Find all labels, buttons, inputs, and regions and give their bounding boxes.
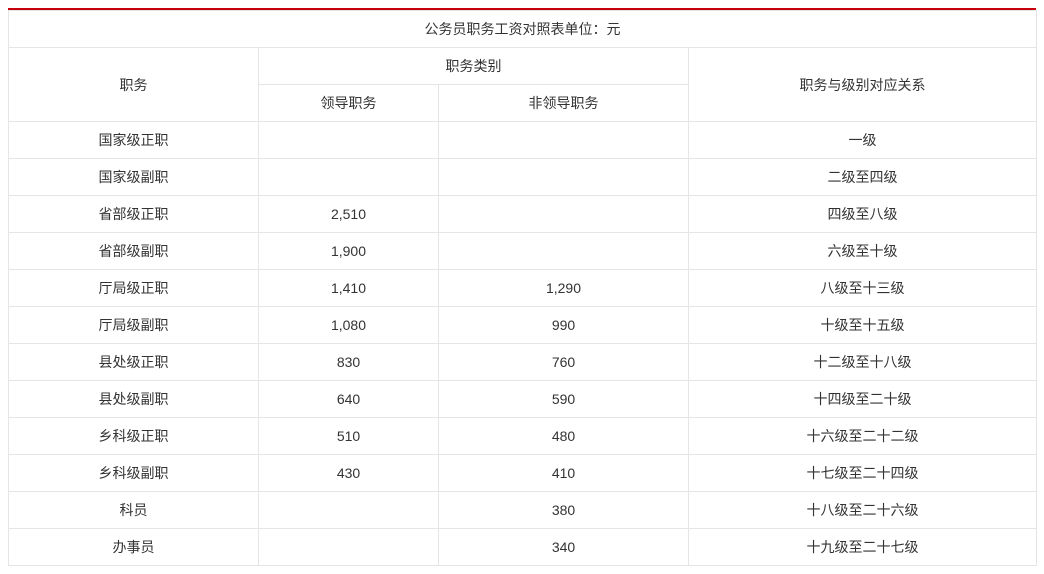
cell-position: 省部级正职 (9, 196, 259, 233)
cell-nonleader: 990 (439, 307, 689, 344)
cell-nonleader (439, 122, 689, 159)
cell-nonleader (439, 196, 689, 233)
cell-mapping: 一级 (689, 122, 1037, 159)
table-row: 省部级正职 2,510 四级至八级 (9, 196, 1037, 233)
cell-mapping: 十九级至二十七级 (689, 529, 1037, 566)
cell-position: 国家级正职 (9, 122, 259, 159)
cell-leader: 1,410 (259, 270, 439, 307)
cell-mapping: 十二级至十八级 (689, 344, 1037, 381)
table-title: 公务员职务工资对照表单位：元 (9, 11, 1037, 48)
cell-position: 国家级副职 (9, 159, 259, 196)
cell-mapping: 八级至十三级 (689, 270, 1037, 307)
cell-nonleader: 380 (439, 492, 689, 529)
col-header-mapping: 职务与级别对应关系 (689, 48, 1037, 122)
cell-mapping: 四级至八级 (689, 196, 1037, 233)
cell-nonleader: 480 (439, 418, 689, 455)
cell-leader (259, 492, 439, 529)
table-row: 科员 380 十八级至二十六级 (9, 492, 1037, 529)
cell-mapping: 十八级至二十六级 (689, 492, 1037, 529)
cell-mapping: 六级至十级 (689, 233, 1037, 270)
cell-mapping: 十六级至二十二级 (689, 418, 1037, 455)
cell-leader (259, 529, 439, 566)
cell-leader: 640 (259, 381, 439, 418)
table-row: 国家级正职 一级 (9, 122, 1037, 159)
table-row: 厅局级副职 1,080 990 十级至十五级 (9, 307, 1037, 344)
table-row: 厅局级正职 1,410 1,290 八级至十三级 (9, 270, 1037, 307)
cell-nonleader: 590 (439, 381, 689, 418)
cell-mapping: 十四级至二十级 (689, 381, 1037, 418)
table-row: 县处级正职 830 760 十二级至十八级 (9, 344, 1037, 381)
table-row: 办事员 340 十九级至二十七级 (9, 529, 1037, 566)
col-header-position: 职务 (9, 48, 259, 122)
cell-nonleader: 1,290 (439, 270, 689, 307)
col-header-leader: 领导职务 (259, 85, 439, 122)
cell-nonleader (439, 233, 689, 270)
table-row: 乡科级正职 510 480 十六级至二十二级 (9, 418, 1037, 455)
cell-leader: 510 (259, 418, 439, 455)
cell-mapping: 十七级至二十四级 (689, 455, 1037, 492)
cell-position: 厅局级正职 (9, 270, 259, 307)
cell-nonleader: 760 (439, 344, 689, 381)
cell-leader: 2,510 (259, 196, 439, 233)
cell-leader (259, 159, 439, 196)
cell-position: 科员 (9, 492, 259, 529)
cell-position: 县处级副职 (9, 381, 259, 418)
table-row: 国家级副职 二级至四级 (9, 159, 1037, 196)
cell-position: 县处级正职 (9, 344, 259, 381)
cell-position: 乡科级正职 (9, 418, 259, 455)
cell-nonleader: 340 (439, 529, 689, 566)
col-header-nonleader: 非领导职务 (439, 85, 689, 122)
salary-table: 公务员职务工资对照表单位：元 职务 职务类别 职务与级别对应关系 领导职务 非领… (8, 10, 1037, 566)
cell-mapping: 十级至十五级 (689, 307, 1037, 344)
table-row: 县处级副职 640 590 十四级至二十级 (9, 381, 1037, 418)
cell-nonleader: 410 (439, 455, 689, 492)
cell-position: 乡科级副职 (9, 455, 259, 492)
cell-position: 省部级副职 (9, 233, 259, 270)
cell-leader: 430 (259, 455, 439, 492)
cell-position: 办事员 (9, 529, 259, 566)
cell-leader (259, 122, 439, 159)
table-row: 乡科级副职 430 410 十七级至二十四级 (9, 455, 1037, 492)
table-row: 省部级副职 1,900 六级至十级 (9, 233, 1037, 270)
cell-leader: 1,080 (259, 307, 439, 344)
cell-leader: 1,900 (259, 233, 439, 270)
cell-mapping: 二级至四级 (689, 159, 1037, 196)
cell-leader: 830 (259, 344, 439, 381)
cell-nonleader (439, 159, 689, 196)
cell-position: 厅局级副职 (9, 307, 259, 344)
col-header-category-group: 职务类别 (259, 48, 689, 85)
